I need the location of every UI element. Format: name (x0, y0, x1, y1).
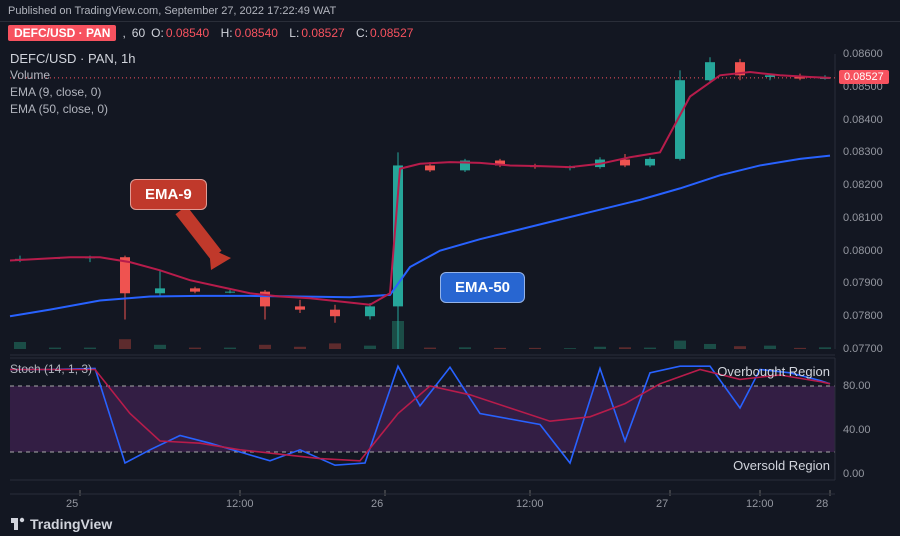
chart-area[interactable]: DEFC/USD · PAN, 1h Volume EMA (9, close,… (0, 44, 900, 536)
overbought-label: Overbought Region (717, 364, 830, 379)
callout-ema9: EMA-9 (130, 179, 207, 210)
indicator-stoch: Stoch (14, 1, 3) (10, 362, 92, 376)
ticker-bar: DEFC/USD · PAN , 60 O:0.08540 H:0.08540 … (0, 22, 900, 44)
last-price-tag: 0.08527 (839, 70, 889, 84)
indicator-ema9: EMA (9, close, 0) (10, 84, 135, 101)
ticker-interval[interactable]: 60 (132, 26, 145, 40)
chart-title: DEFC/USD · PAN, 1h (10, 50, 135, 67)
tv-logo-icon (10, 516, 26, 532)
ohlc-block: O:0.08540 H:0.08540 L:0.08527 C:0.08527 (151, 26, 421, 40)
tradingview-logo: TradingView (10, 516, 112, 532)
indicator-list: DEFC/USD · PAN, 1h Volume EMA (9, close,… (10, 50, 135, 118)
indicator-ema50: EMA (50, close, 0) (10, 101, 135, 118)
callout-ema50: EMA-50 (440, 272, 525, 303)
indicator-volume: Volume (10, 67, 135, 84)
publish-bar: Published on TradingView.com, September … (0, 0, 900, 22)
ticker-symbol[interactable]: DEFC/USD · PAN (8, 25, 116, 41)
publish-text: Published on TradingView.com, September … (8, 5, 336, 17)
oversold-label: Oversold Region (733, 458, 830, 473)
